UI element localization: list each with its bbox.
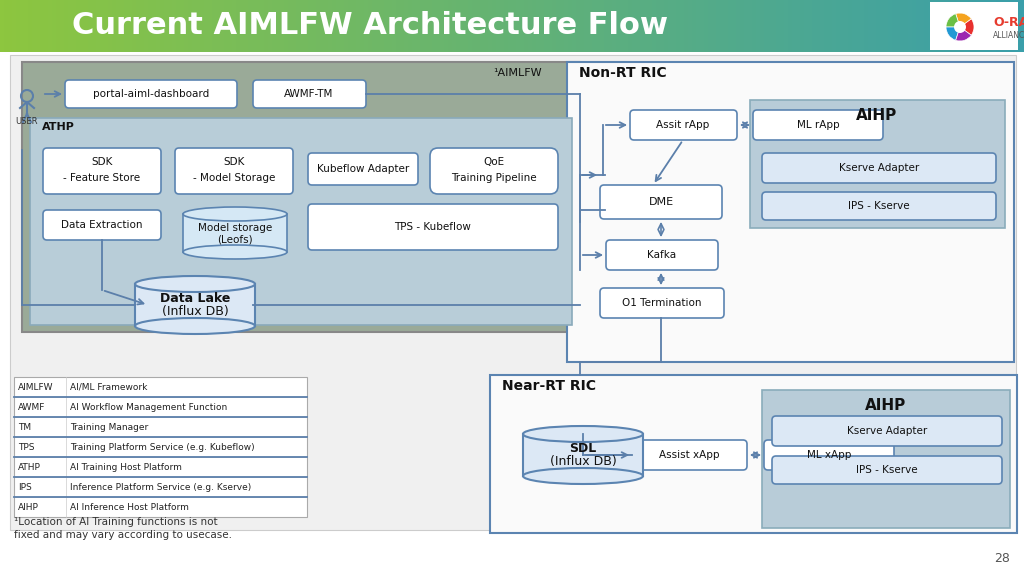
Ellipse shape	[183, 207, 287, 221]
Text: O1 Termination: O1 Termination	[623, 298, 701, 308]
Text: Kafka: Kafka	[647, 250, 677, 260]
Text: Kserve Adapter: Kserve Adapter	[847, 426, 927, 436]
Text: Training Manager: Training Manager	[70, 423, 148, 431]
FancyBboxPatch shape	[762, 153, 996, 183]
Text: AIHP: AIHP	[856, 108, 898, 123]
FancyBboxPatch shape	[772, 456, 1002, 484]
Ellipse shape	[135, 276, 255, 292]
Text: AWMF-TM: AWMF-TM	[285, 89, 334, 99]
FancyBboxPatch shape	[764, 440, 894, 470]
Text: (Influx DB): (Influx DB)	[162, 305, 228, 319]
Circle shape	[954, 21, 966, 33]
FancyBboxPatch shape	[135, 284, 255, 326]
FancyBboxPatch shape	[930, 2, 1018, 50]
Ellipse shape	[183, 245, 287, 259]
FancyBboxPatch shape	[753, 110, 883, 140]
Text: QoE: QoE	[483, 157, 505, 167]
Text: IPS - Kserve: IPS - Kserve	[856, 465, 918, 475]
Text: SDL: SDL	[569, 441, 597, 454]
Wedge shape	[955, 13, 972, 27]
FancyBboxPatch shape	[630, 110, 737, 140]
Text: (Leofs): (Leofs)	[217, 235, 253, 245]
FancyBboxPatch shape	[490, 375, 1017, 533]
Text: Kserve Adapter: Kserve Adapter	[839, 163, 920, 173]
FancyBboxPatch shape	[30, 118, 572, 325]
FancyBboxPatch shape	[43, 148, 161, 194]
Wedge shape	[946, 14, 961, 27]
FancyBboxPatch shape	[762, 390, 1010, 528]
FancyBboxPatch shape	[632, 440, 746, 470]
Ellipse shape	[945, 12, 975, 42]
Text: Near-RT RIC: Near-RT RIC	[502, 379, 596, 393]
Text: Current AIMLFW Architecture Flow: Current AIMLFW Architecture Flow	[72, 12, 668, 40]
Text: TPS: TPS	[18, 442, 35, 452]
Text: ALLIANCE: ALLIANCE	[993, 32, 1024, 40]
Text: AWMF: AWMF	[18, 403, 45, 411]
FancyBboxPatch shape	[10, 55, 1016, 530]
Text: Data Lake: Data Lake	[160, 291, 230, 305]
FancyBboxPatch shape	[600, 288, 724, 318]
Text: DME: DME	[648, 197, 674, 207]
Text: 28: 28	[994, 551, 1010, 564]
Text: (Influx DB): (Influx DB)	[550, 456, 616, 468]
Ellipse shape	[523, 426, 643, 442]
Text: ML xApp: ML xApp	[807, 450, 851, 460]
Text: - Feature Store: - Feature Store	[63, 173, 140, 183]
FancyBboxPatch shape	[308, 204, 558, 250]
Text: AI/ML Framework: AI/ML Framework	[70, 382, 147, 392]
Text: - Model Storage: - Model Storage	[193, 173, 275, 183]
Ellipse shape	[135, 318, 255, 334]
FancyBboxPatch shape	[606, 240, 718, 270]
Text: AIHP: AIHP	[865, 398, 906, 413]
FancyBboxPatch shape	[253, 80, 366, 108]
Text: Model storage: Model storage	[198, 223, 272, 233]
FancyBboxPatch shape	[308, 153, 418, 185]
Text: IPS: IPS	[18, 483, 32, 491]
FancyBboxPatch shape	[175, 148, 293, 194]
Text: TPS - Kubeflow: TPS - Kubeflow	[394, 222, 471, 232]
Text: AIMLFW: AIMLFW	[18, 382, 53, 392]
Text: SDK: SDK	[223, 157, 245, 167]
FancyBboxPatch shape	[750, 100, 1005, 228]
Text: ATHP: ATHP	[42, 122, 75, 132]
Text: AI Workflow Management Function: AI Workflow Management Function	[70, 403, 227, 411]
Text: ATHP: ATHP	[18, 463, 41, 472]
FancyBboxPatch shape	[772, 416, 1002, 446]
FancyBboxPatch shape	[600, 185, 722, 219]
Text: portal-aiml-dashboard: portal-aiml-dashboard	[93, 89, 209, 99]
Text: Assist xApp: Assist xApp	[658, 450, 719, 460]
Text: ¹Location of AI Training functions is not: ¹Location of AI Training functions is no…	[14, 517, 218, 527]
FancyBboxPatch shape	[183, 214, 287, 252]
Text: Assit rApp: Assit rApp	[656, 120, 710, 130]
Wedge shape	[946, 27, 961, 40]
Text: USER: USER	[15, 118, 38, 127]
FancyBboxPatch shape	[762, 192, 996, 220]
Text: Non-RT RIC: Non-RT RIC	[579, 66, 667, 80]
Text: Training Pipeline: Training Pipeline	[452, 173, 537, 183]
Text: IPS - Kserve: IPS - Kserve	[848, 201, 909, 211]
Text: Data Extraction: Data Extraction	[61, 220, 142, 230]
Text: SDK: SDK	[91, 157, 113, 167]
Text: fixed and may vary according to usecase.: fixed and may vary according to usecase.	[14, 530, 232, 540]
Text: Kubeflow Adapter: Kubeflow Adapter	[316, 164, 410, 174]
Text: TM: TM	[18, 423, 31, 431]
FancyBboxPatch shape	[14, 377, 307, 517]
FancyBboxPatch shape	[523, 434, 643, 476]
Text: ¹AIMLFW: ¹AIMLFW	[494, 68, 542, 78]
Text: AIHP: AIHP	[18, 502, 39, 511]
FancyBboxPatch shape	[22, 62, 579, 332]
FancyBboxPatch shape	[43, 210, 161, 240]
FancyBboxPatch shape	[430, 148, 558, 194]
Text: AI Inference Host Platform: AI Inference Host Platform	[70, 502, 188, 511]
Wedge shape	[961, 19, 974, 35]
Text: O-RAN: O-RAN	[993, 17, 1024, 29]
FancyBboxPatch shape	[567, 62, 1014, 362]
Text: Training Platform Service (e.g. Kubeflow): Training Platform Service (e.g. Kubeflow…	[70, 442, 255, 452]
Text: AI Training Host Platform: AI Training Host Platform	[70, 463, 182, 472]
Text: ML rApp: ML rApp	[797, 120, 840, 130]
Ellipse shape	[523, 468, 643, 484]
Text: Inference Platform Service (e.g. Kserve): Inference Platform Service (e.g. Kserve)	[70, 483, 251, 491]
FancyBboxPatch shape	[65, 80, 237, 108]
Wedge shape	[955, 27, 972, 41]
